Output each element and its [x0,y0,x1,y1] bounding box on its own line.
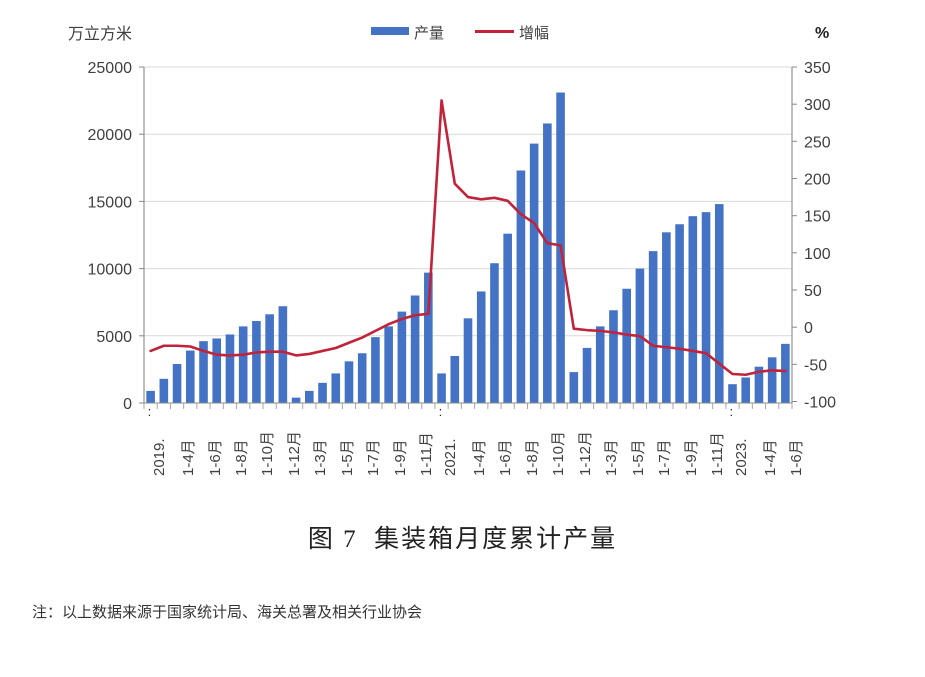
svg-text:0: 0 [123,396,132,413]
svg-text:20000: 20000 [88,127,133,144]
svg-text:350: 350 [804,60,831,77]
svg-text:15000: 15000 [88,194,133,211]
svg-text:200: 200 [804,172,831,189]
svg-text:5000: 5000 [96,329,132,346]
svg-text:150: 150 [804,209,831,226]
svg-text:300: 300 [804,97,831,114]
svg-text:100: 100 [804,246,831,263]
svg-text:-100: -100 [804,395,836,412]
svg-text:10000: 10000 [88,262,133,279]
svg-text:-50: -50 [804,357,827,374]
svg-text:0: 0 [804,320,813,337]
svg-text:25000: 25000 [88,60,133,77]
svg-text:250: 250 [804,134,831,151]
svg-text:50: 50 [804,283,822,300]
